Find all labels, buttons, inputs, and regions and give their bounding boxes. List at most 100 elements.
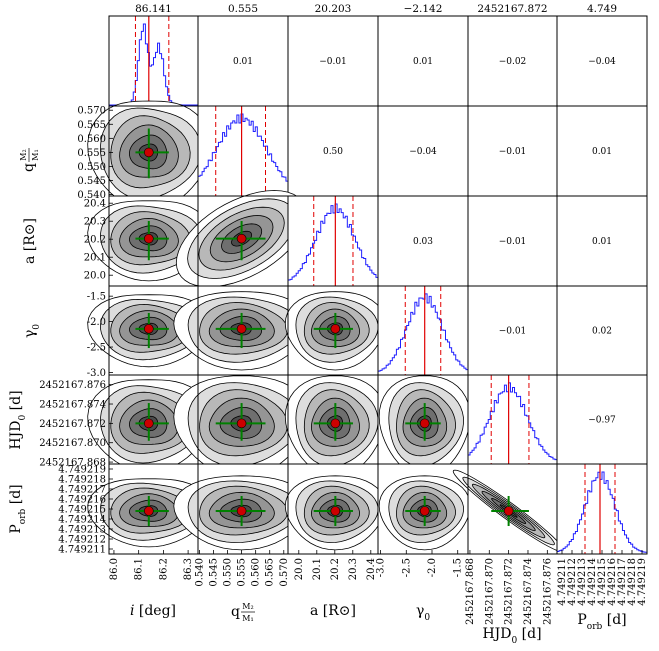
median-label-5: 2452167.872 [477,3,547,15]
y-tick-label: 2452167.876 [39,380,106,391]
y-tick-label: 2452167.874 [39,400,106,411]
x-tick-label: 4.749216 [607,558,618,606]
correlation-r3-c6: 0.01 [592,237,612,247]
panel-r5-c4 [377,374,471,477]
x-tick-label: 0.540 [194,558,205,587]
histogram-4 [377,293,469,375]
panel-r2-c2 [197,105,289,197]
median-label-4: −2.142 [404,3,443,15]
panel-background [468,16,557,106]
panel-r6-c4 [377,463,471,555]
panel-background [378,196,468,286]
x-axis-label-4: γ0 [416,603,430,623]
y-tick-label: -1.5 [87,292,106,303]
x-tick-label: -2.0 [427,558,438,577]
panel-grid: 0.01 −0.01 0.01 −0.02 −0.04 0.50 −0.04 −0.01 0.0… [87,15,648,555]
panel-background [378,106,468,196]
correlation-r1-c3: −0.01 [319,57,347,67]
x-tick-label: 20.0 [294,558,305,580]
x-tick-label: 4.749219 [637,558,648,606]
median-label-1: 86.141 [135,3,172,15]
y-tick-label: 0.550 [77,162,106,173]
panel-r2-c1 [87,100,211,211]
x-tick-label: 2452167.872 [504,558,515,625]
y-tick-label: 20.0 [84,271,106,282]
x-tick-label: 20.2 [330,558,341,580]
histogram-6 [556,471,648,554]
y-tick-label: 20.1 [84,253,106,264]
median-marker [144,233,154,244]
x-tick-label: 4.749212 [567,558,578,606]
panel-r2-c5 [467,105,558,197]
panel-r2-c4 [377,105,469,197]
panel-r4-c6 [556,285,648,376]
median-marker [330,506,341,516]
panel-background [378,286,468,375]
correlation-r1-c6: −0.04 [588,57,616,67]
panel-background [557,196,647,286]
correlation-r2-c3: 0.50 [323,147,343,157]
histogram-2 [197,113,289,196]
correlation-r2-c5: −0.01 [499,147,527,157]
median-label-3: 20.203 [315,3,352,15]
x-tick-label: 0.545 [208,558,219,587]
panel-r3-c3 [287,195,379,287]
median-marker [419,418,430,429]
y-axis-label-6: Porb [d] [8,484,28,533]
panel-r1-c5 [467,15,558,107]
panel-r1-c3 [287,15,379,107]
panel-background [557,375,647,464]
y-tick-label: 4.749216 [58,495,106,506]
y-tick-label: 4.749215 [58,505,106,516]
y-axis-label-3: a [R⊙] [22,218,38,264]
y-tick-label: 4.749214 [58,515,106,526]
panel-r5-c1 [87,374,211,473]
x-tick-label: 0.565 [265,558,276,587]
panel-r6-c6 [556,463,648,555]
x-axis-label-1: i [deg] [130,603,176,619]
q-numerator: M₂ [19,149,28,160]
q-symbol: q [21,163,37,172]
panel-background [198,16,288,106]
y-axis-label-5: HJD0 [d] [8,390,28,449]
panel-r1-c6 [556,15,648,107]
panel-background [378,16,468,106]
panel-r6-c2 [173,463,310,555]
y-tick-label: 4.749217 [58,485,106,496]
q-denominator: M₁ [242,614,253,623]
panel-background [557,16,647,106]
y-tick-label: 4.749212 [58,535,106,546]
panel-r2-c6 [556,105,648,197]
panel-background [468,286,557,375]
median-marker [144,324,154,334]
panel-r4-c4 [377,285,469,376]
x-tick-label: 4.749211 [557,558,568,606]
x-tick-label: 0.570 [279,558,290,587]
y-tick-label: 20.2 [84,235,106,246]
x-tick-label: 0.560 [251,558,262,587]
correlation-r4-c5: −0.01 [499,327,527,337]
top-median-labels: 86.141 0.555 20.203 −2.142 2452167.872 4.749 [135,3,617,15]
panel-r6-c3 [284,463,386,555]
q-symbol: q [231,604,240,620]
y-tick-label: 2452167.870 [39,438,106,449]
panel-r2-c3 [287,105,379,197]
panel-r6-c5 [452,463,565,555]
correlation-r2-c6: 0.01 [592,147,612,157]
x-tick-label: 20.1 [312,558,323,580]
panel-background [288,106,378,196]
y-tick-label: -2.0 [87,317,106,328]
x-tick-label: 2452167.870 [484,558,495,625]
correlation-r2-c4: −0.04 [409,147,437,157]
x-tick-label: 4.749215 [597,558,608,606]
x-tick-label: 4.749214 [587,558,598,606]
panel-background [468,196,557,286]
y-tick-label: 20.4 [84,199,106,210]
y-tick-label: 2452167.872 [39,419,106,430]
median-marker [144,418,154,429]
x-tick-label: 86.2 [158,558,169,580]
panel-r1-c4 [377,15,469,107]
